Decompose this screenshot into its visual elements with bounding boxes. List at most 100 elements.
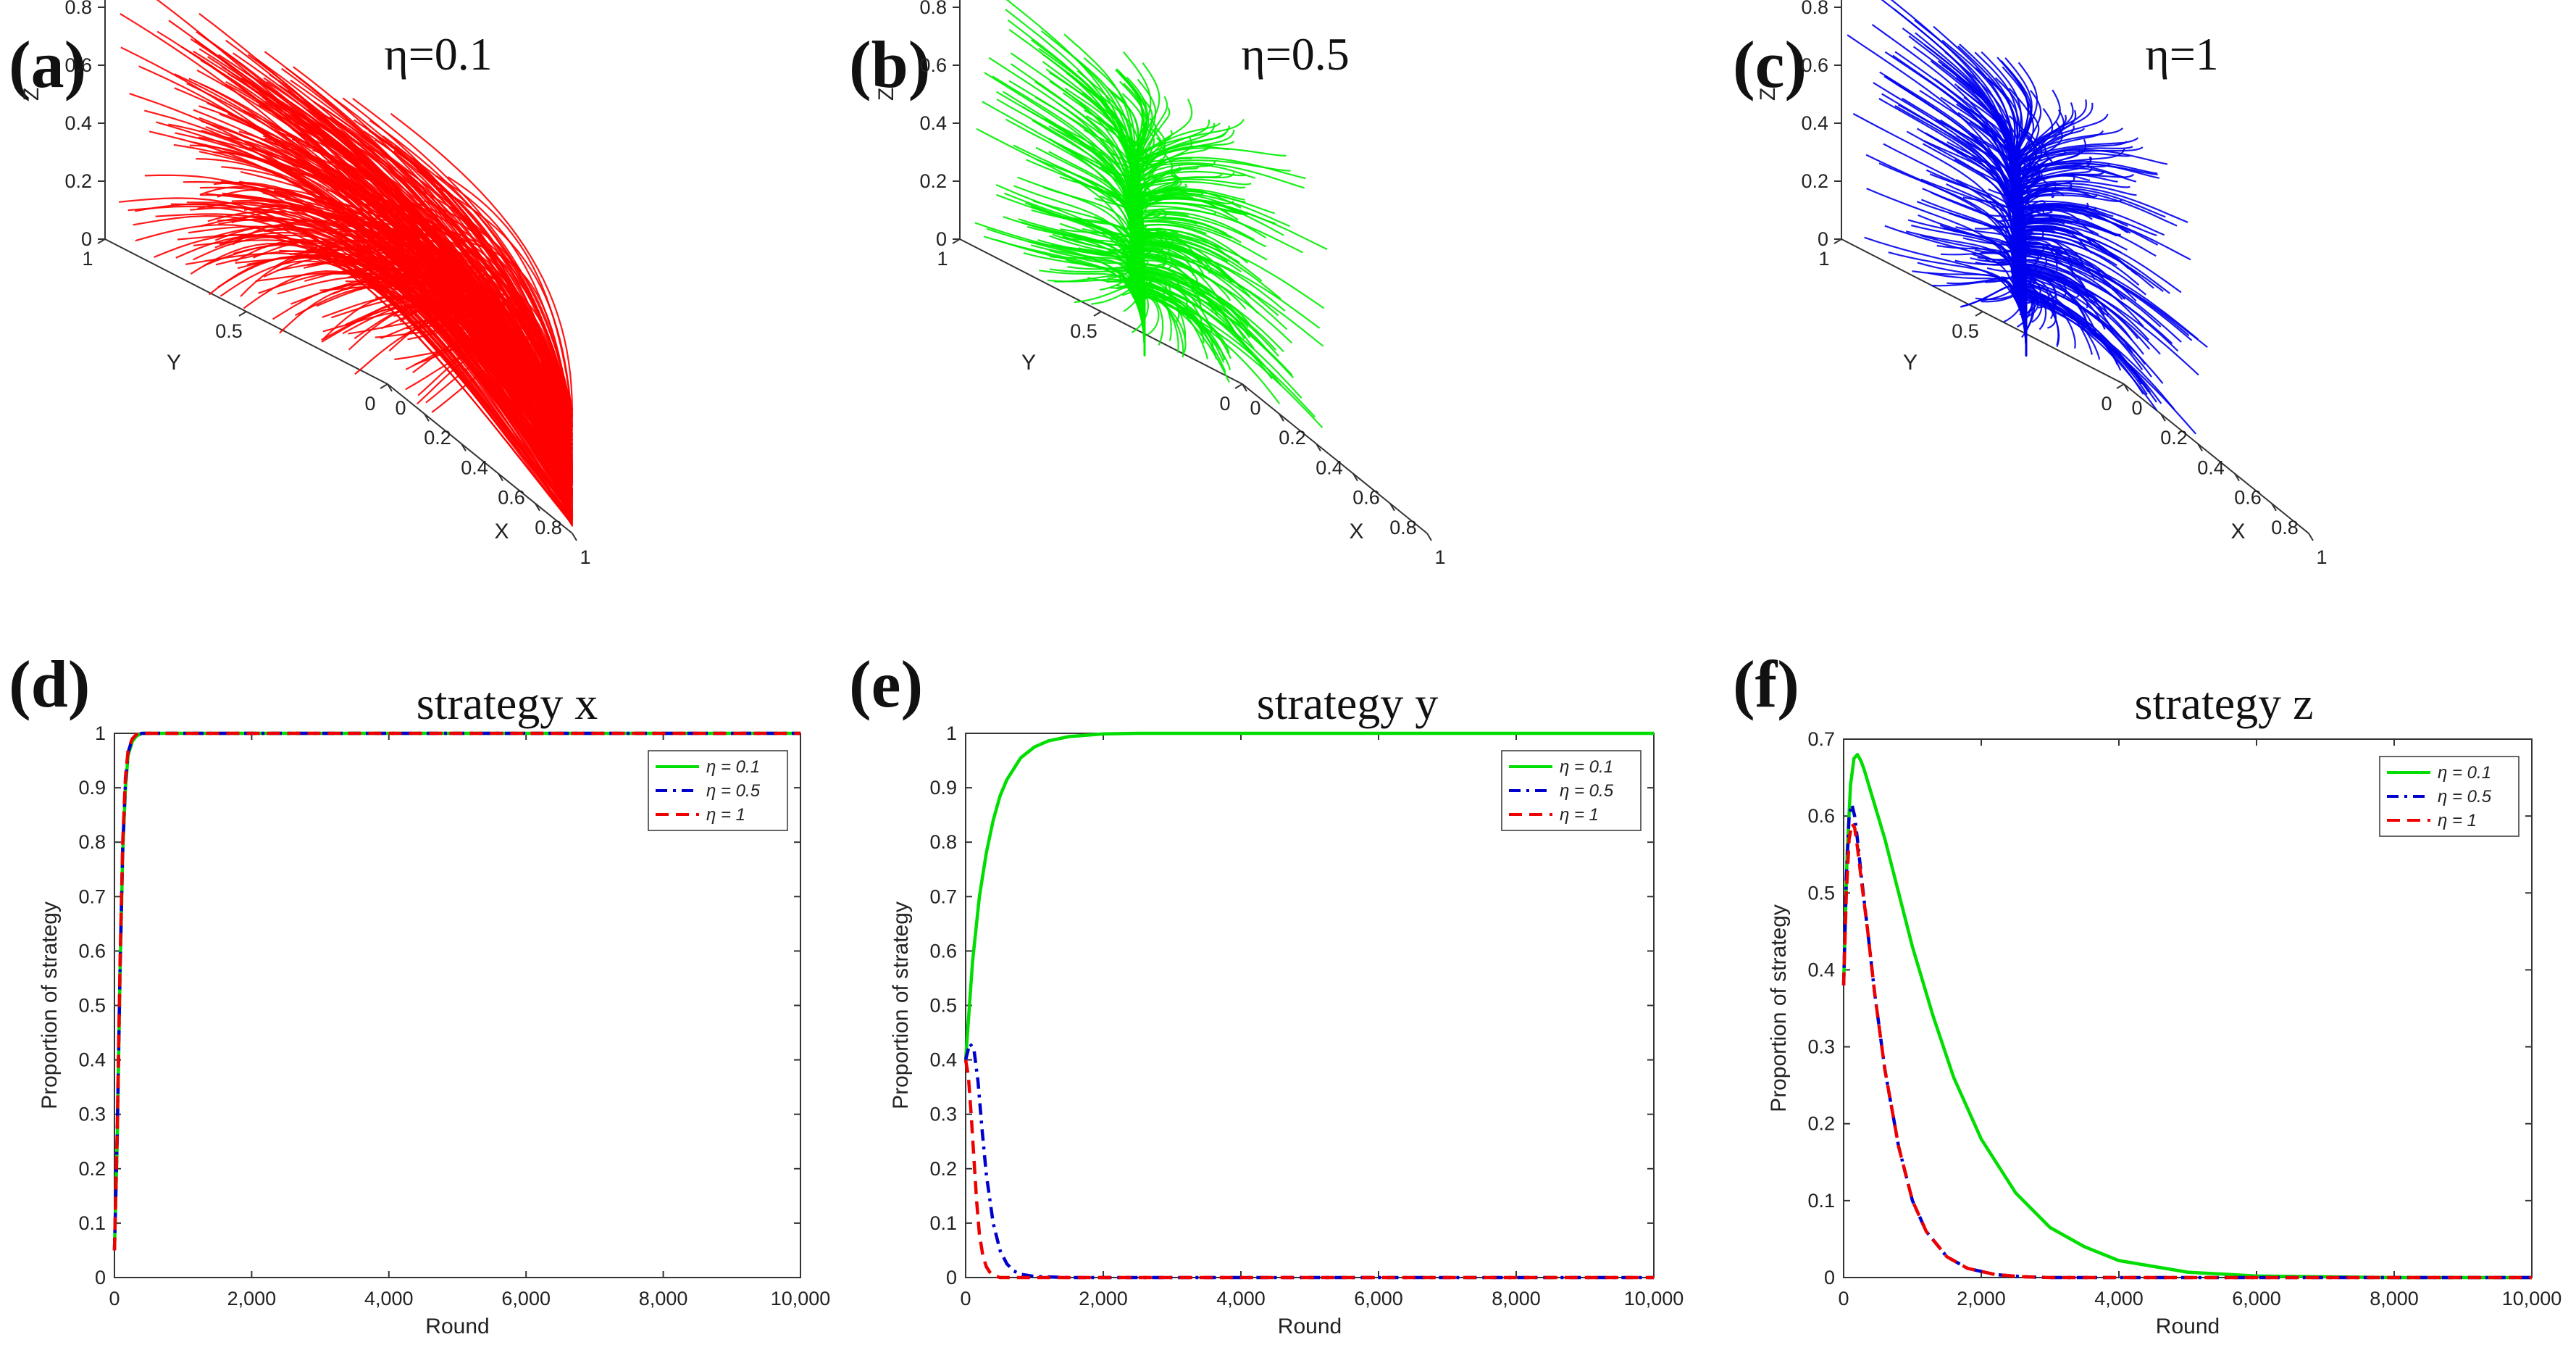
x-tick-label: 0.6 (498, 487, 525, 509)
z-tick-label: 0.2 (919, 170, 947, 192)
z-tick-label: 0.8 (919, 0, 947, 18)
y-tick-label: 0.6 (929, 940, 957, 962)
x-tick-label: 0.4 (2197, 457, 2225, 478)
y-tick-label: 0.1 (929, 1212, 957, 1234)
legend: η = 0.1 η = 0.5 η = 1 (648, 750, 788, 831)
trajectory-line (1132, 137, 1167, 317)
x-tick-label: 4,000 (364, 1288, 414, 1309)
y-tick-label: 0.5 (1070, 320, 1097, 342)
x-tick-label: 1 (1434, 546, 1445, 568)
x-tick (1352, 473, 1358, 482)
x-tick-label: 0 (1250, 397, 1260, 419)
x-tick-label: 0.6 (2234, 487, 2262, 509)
trajectory-group (1847, 0, 2208, 435)
y-axis-label: Y (1903, 351, 1918, 375)
y-tick-label: 0.2 (929, 1158, 957, 1180)
x-tick (1242, 383, 1247, 392)
y-tick (1975, 311, 1983, 317)
x-tick (1389, 503, 1395, 512)
x-tick-label: 0 (960, 1288, 971, 1309)
y-tick-label: 0.7 (78, 886, 106, 907)
legend-label: η = 1 (706, 805, 745, 825)
legend-box (648, 750, 788, 831)
x-tick (461, 443, 467, 451)
z-tick-label: 0 (936, 228, 947, 250)
panel-3d-3: (c)η=100.20.40.60.8100.5100.20.40.60.81X… (1733, 0, 2328, 568)
y-axis-label: Y (1021, 351, 1036, 375)
x-tick-label: 0 (109, 1288, 120, 1309)
x-tick-label: 8,000 (639, 1288, 688, 1309)
y-tick-label: 0.5 (929, 995, 957, 1017)
y-tick-label: 0.3 (1807, 1036, 1835, 1058)
y-tick (1093, 311, 1102, 317)
trajectory-line (203, 36, 573, 417)
trajectory-line (177, 234, 573, 517)
x-tick-label: 6,000 (1354, 1288, 1403, 1309)
trajectory-line (340, 124, 573, 415)
x-tick-label: 0.8 (2271, 517, 2299, 538)
panel-title: η=1 (2145, 28, 2219, 80)
trajectory-line (217, 219, 573, 496)
legend: η = 0.1 η = 0.5 η = 1 (2379, 756, 2519, 837)
y-tick-label: 0.8 (78, 831, 106, 853)
trajectory-line (198, 151, 573, 469)
x-tick (2123, 383, 2129, 392)
x-tick (387, 383, 393, 392)
x-axis-line (387, 383, 573, 534)
legend: η = 0.1 η = 0.5 η = 1 (1501, 750, 1642, 831)
trajectory-line (196, 158, 573, 468)
z-axis-label: Z (1756, 88, 1780, 101)
x-tick-label: 0 (1838, 1288, 1849, 1309)
legend-label: η = 0.1 (2438, 763, 2491, 783)
x-tick (2234, 473, 2240, 482)
series-line-3 (1841, 822, 2532, 1280)
x-tick-label: 10,000 (1624, 1288, 1684, 1309)
y-tick-label: 0.4 (929, 1049, 957, 1071)
x-tick-label: 0.2 (424, 427, 451, 449)
x-tick-label: 6,000 (2232, 1288, 2281, 1309)
trajectory-line (390, 112, 574, 411)
z-tick-label: 0.2 (1801, 170, 1828, 192)
trajectory-line (266, 80, 573, 420)
trajectory-line (168, 20, 573, 414)
z-axis-label: Z (20, 88, 43, 101)
x-tick-label: 0.6 (1352, 487, 1380, 509)
trajectory-line (388, 312, 574, 506)
x-tick (2308, 533, 2314, 541)
trajectory-line (1130, 288, 1214, 356)
y-axis-label: Y (167, 351, 181, 375)
x-tick-label: 1 (580, 546, 590, 568)
x-tick (2271, 503, 2277, 512)
z-tick-label: 0.4 (64, 112, 92, 134)
trajectory-line (338, 249, 573, 477)
x-tick-label: 0 (395, 397, 406, 419)
trajectory-line (405, 336, 574, 514)
trajectory-line (347, 269, 574, 486)
x-tick (498, 473, 503, 482)
z-tick-label: 0.4 (1801, 112, 1828, 134)
z-tick-label: 0.6 (1801, 54, 1828, 76)
z-tick-label: 0.6 (919, 54, 947, 76)
y-tick-label: 0 (1219, 393, 1230, 414)
x-tick-label: 0.8 (1389, 517, 1417, 538)
x-tick (535, 503, 540, 512)
trajectory-line (2016, 286, 2101, 360)
trajectory-line (452, 312, 574, 482)
trajectory-line (1975, 288, 2028, 357)
y-tick-label: 0.6 (78, 940, 106, 962)
x-tick (2197, 443, 2203, 451)
panel-title: η=0.5 (1241, 28, 1350, 80)
trajectory-line (1133, 192, 1204, 323)
legend-label: η = 0.5 (706, 781, 761, 801)
trajectory-line (353, 119, 574, 422)
x-tick-label: 0.8 (535, 517, 562, 538)
trajectory-line (235, 257, 573, 514)
x-tick-label: 8,000 (2370, 1288, 2419, 1309)
panel-2d-4: (d) strategy x 0 0.1 0.2 0.3 0.4 0.5 0.6 0.7 0.8 0.… (9, 647, 830, 1338)
trajectory-line (1134, 240, 1213, 338)
series-line-1 (1841, 752, 2532, 1280)
panel-letter: (e) (849, 647, 923, 721)
trajectory-line (1035, 146, 1146, 333)
legend-box (1501, 750, 1642, 831)
y-axis-label: Proportion of strategy (38, 901, 62, 1109)
